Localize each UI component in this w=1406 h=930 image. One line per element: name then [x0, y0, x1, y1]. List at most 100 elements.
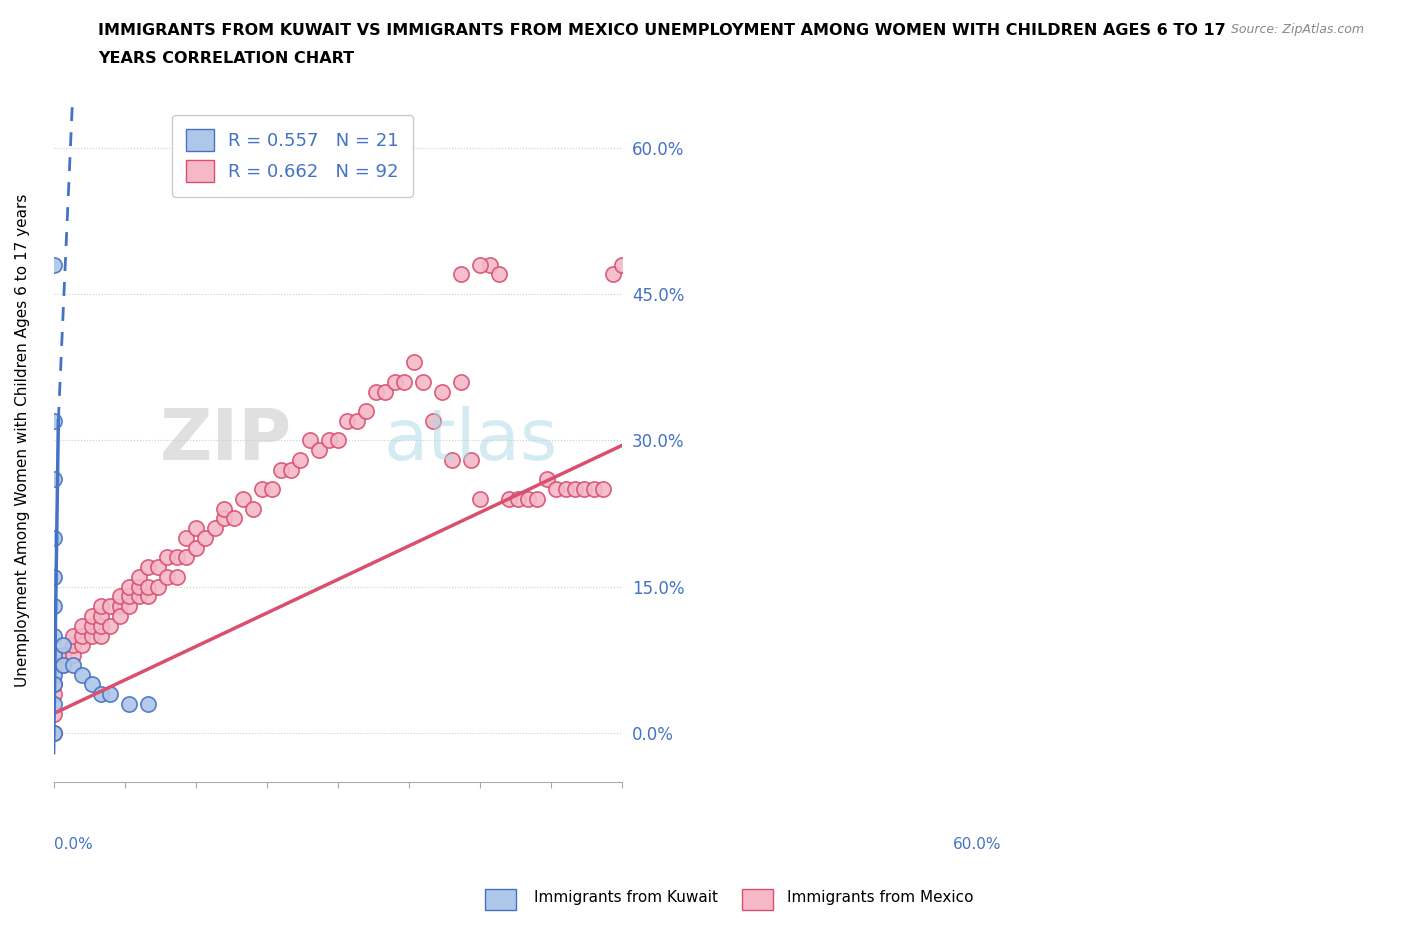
- Point: [80, 608, 103, 623]
- Point: [108, 589, 131, 604]
- Point: [62, 658, 84, 672]
- Point: [146, 579, 169, 594]
- Point: [42, 530, 65, 545]
- Point: [488, 267, 510, 282]
- Point: [318, 432, 340, 447]
- Point: [250, 482, 273, 497]
- Point: [516, 491, 538, 506]
- Point: [42, 686, 65, 701]
- Point: [470, 258, 492, 272]
- Point: [508, 491, 530, 506]
- Point: [402, 355, 425, 370]
- Point: [90, 628, 112, 643]
- Point: [80, 677, 103, 692]
- Point: [42, 658, 65, 672]
- Point: [184, 521, 207, 536]
- Point: [356, 404, 378, 418]
- Point: [374, 384, 396, 399]
- Point: [42, 706, 65, 721]
- Legend: R = 0.557   N = 21, R = 0.662   N = 92: R = 0.557 N = 21, R = 0.662 N = 92: [172, 114, 413, 196]
- Point: [100, 686, 122, 701]
- Point: [90, 618, 112, 633]
- Text: IMMIGRANTS FROM KUWAIT VS IMMIGRANTS FROM MEXICO UNEMPLOYMENT AMONG WOMEN WITH C: IMMIGRANTS FROM KUWAIT VS IMMIGRANTS FRO…: [98, 23, 1226, 38]
- Point: [138, 697, 160, 711]
- Point: [108, 608, 131, 623]
- Point: [52, 658, 75, 672]
- Point: [52, 638, 75, 653]
- Point: [346, 413, 368, 428]
- Point: [138, 560, 160, 575]
- Point: [326, 432, 349, 447]
- Point: [138, 589, 160, 604]
- Point: [470, 491, 492, 506]
- Point: [176, 530, 198, 545]
- Point: [42, 677, 65, 692]
- Point: [42, 628, 65, 643]
- Point: [62, 647, 84, 662]
- Point: [564, 482, 586, 497]
- Text: Immigrants from Mexico: Immigrants from Mexico: [787, 890, 974, 905]
- Point: [70, 628, 93, 643]
- Point: [270, 462, 292, 477]
- Point: [612, 258, 634, 272]
- Point: [204, 521, 226, 536]
- Point: [450, 267, 472, 282]
- Point: [592, 482, 614, 497]
- Point: [118, 599, 141, 614]
- Point: [146, 560, 169, 575]
- Point: [80, 618, 103, 633]
- Point: [108, 599, 131, 614]
- Point: [70, 667, 93, 682]
- Point: [128, 569, 150, 584]
- Point: [176, 550, 198, 565]
- Point: [62, 638, 84, 653]
- Point: [364, 384, 387, 399]
- Point: [90, 686, 112, 701]
- Point: [156, 569, 179, 584]
- Point: [308, 443, 330, 458]
- Point: [166, 569, 188, 584]
- Point: [70, 638, 93, 653]
- Point: [42, 413, 65, 428]
- Point: [42, 677, 65, 692]
- Point: [544, 482, 567, 497]
- Point: [460, 452, 482, 467]
- Point: [554, 482, 576, 497]
- Point: [288, 452, 311, 467]
- Point: [222, 511, 245, 525]
- Text: YEARS CORRELATION CHART: YEARS CORRELATION CHART: [98, 51, 354, 66]
- Point: [440, 452, 463, 467]
- Point: [42, 599, 65, 614]
- Point: [184, 540, 207, 555]
- Point: [62, 628, 84, 643]
- Point: [450, 374, 472, 389]
- Point: [394, 374, 416, 389]
- Point: [100, 599, 122, 614]
- Point: [42, 569, 65, 584]
- Point: [280, 462, 302, 477]
- Point: [90, 608, 112, 623]
- Point: [336, 413, 359, 428]
- Point: [100, 618, 122, 633]
- Point: [42, 258, 65, 272]
- Point: [212, 511, 235, 525]
- Point: [42, 472, 65, 486]
- Point: [384, 374, 406, 389]
- Point: [90, 599, 112, 614]
- Point: [156, 550, 179, 565]
- Point: [536, 472, 558, 486]
- Point: [118, 589, 141, 604]
- Point: [526, 491, 548, 506]
- Point: [42, 725, 65, 740]
- Text: 0.0%: 0.0%: [53, 837, 93, 852]
- Point: [138, 579, 160, 594]
- Point: [212, 501, 235, 516]
- Point: [298, 432, 321, 447]
- Point: [412, 374, 434, 389]
- Point: [128, 589, 150, 604]
- Point: [232, 491, 254, 506]
- Text: 60.0%: 60.0%: [953, 837, 1001, 852]
- Point: [42, 725, 65, 740]
- Point: [52, 647, 75, 662]
- Text: Source: ZipAtlas.com: Source: ZipAtlas.com: [1230, 23, 1364, 36]
